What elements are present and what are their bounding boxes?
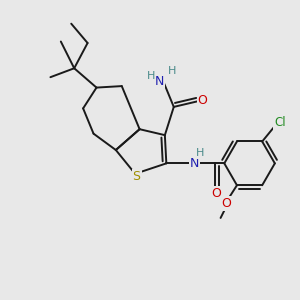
Text: H: H <box>167 66 176 76</box>
Text: H: H <box>147 71 155 81</box>
Text: O: O <box>198 94 208 107</box>
Text: Cl: Cl <box>274 116 286 129</box>
Text: O: O <box>221 196 231 210</box>
Text: N: N <box>190 157 199 170</box>
Text: O: O <box>211 187 221 200</box>
Text: H: H <box>196 148 205 158</box>
Text: S: S <box>133 170 141 183</box>
Text: N: N <box>155 75 164 88</box>
